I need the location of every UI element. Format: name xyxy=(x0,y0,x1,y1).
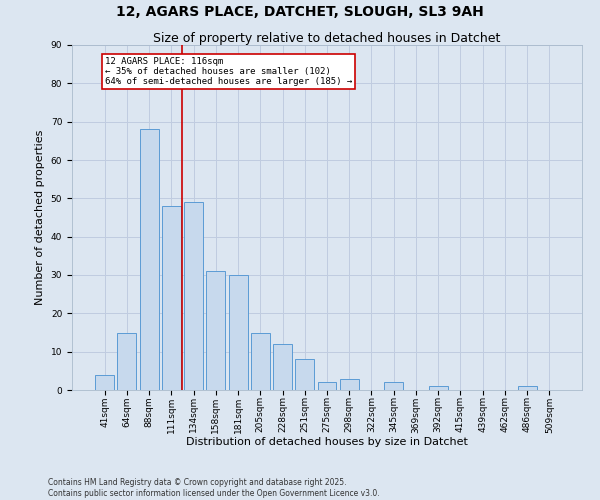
Bar xyxy=(95,374,114,390)
Bar xyxy=(251,332,270,390)
Bar xyxy=(340,378,359,390)
Text: 12, AGARS PLACE, DATCHET, SLOUGH, SL3 9AH: 12, AGARS PLACE, DATCHET, SLOUGH, SL3 9A… xyxy=(116,5,484,19)
Bar xyxy=(162,206,181,390)
Bar xyxy=(140,130,158,390)
Bar xyxy=(384,382,403,390)
X-axis label: Distribution of detached houses by size in Datchet: Distribution of detached houses by size … xyxy=(186,437,468,447)
Bar xyxy=(184,202,203,390)
Y-axis label: Number of detached properties: Number of detached properties xyxy=(35,130,45,305)
Bar xyxy=(429,386,448,390)
Bar xyxy=(518,386,536,390)
Bar xyxy=(273,344,292,390)
Bar xyxy=(206,271,225,390)
Bar xyxy=(295,360,314,390)
Text: Contains HM Land Registry data © Crown copyright and database right 2025.
Contai: Contains HM Land Registry data © Crown c… xyxy=(48,478,380,498)
Bar xyxy=(317,382,337,390)
Text: 12 AGARS PLACE: 116sqm
← 35% of detached houses are smaller (102)
64% of semi-de: 12 AGARS PLACE: 116sqm ← 35% of detached… xyxy=(105,56,352,86)
Bar xyxy=(118,332,136,390)
Bar xyxy=(229,275,248,390)
Title: Size of property relative to detached houses in Datchet: Size of property relative to detached ho… xyxy=(154,32,500,45)
